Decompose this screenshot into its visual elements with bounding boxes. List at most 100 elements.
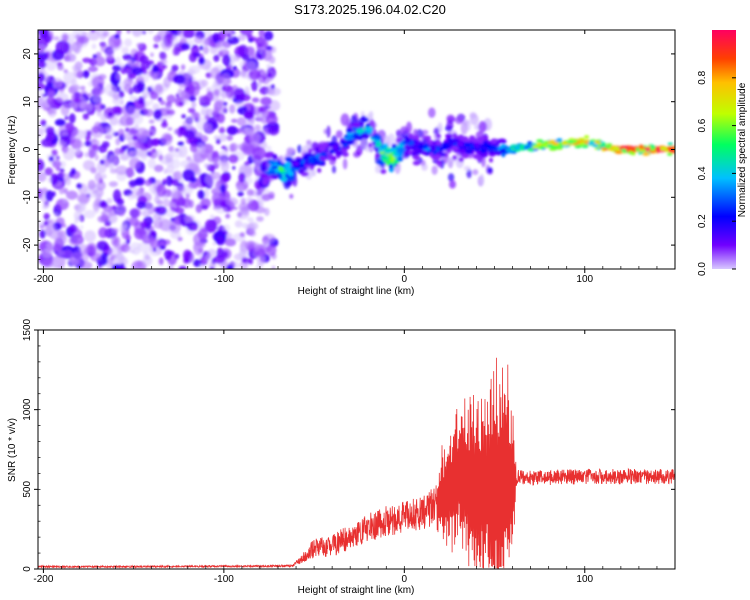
- spectrogram-noise-blob: [161, 121, 168, 128]
- spectrogram-noise-blob: [153, 43, 159, 49]
- spectrogram-ridge-blob: [599, 144, 606, 148]
- spectrogram-noise-blob: [115, 252, 125, 265]
- spectrogram-ridge-blob: [393, 152, 399, 158]
- spectrogram-ridge-blob: [473, 154, 478, 160]
- spectrogram-noise-blob: [199, 45, 204, 51]
- spectrogram-noise-blob: [195, 132, 203, 139]
- spectrogram-spread-blob: [388, 133, 395, 146]
- spectrogram-noise-blob: [127, 150, 140, 159]
- spectrogram-ridge-blob: [328, 154, 334, 160]
- spectrogram-noise-blob: [180, 43, 191, 51]
- spectrogram-noise-blob: [38, 158, 45, 172]
- spectrogram-ridge-blob: [460, 136, 469, 141]
- spectrogram-ridge-blob: [638, 146, 645, 150]
- spectrogram-noise-blob: [205, 108, 214, 117]
- spectrogram-ridge-blob: [302, 155, 308, 161]
- spectrogram-noise-blob: [44, 247, 55, 254]
- spectrogram-noise-blob: [147, 30, 154, 34]
- spectrogram-noise-blob: [93, 205, 100, 214]
- spectrogram-noise-blob: [242, 54, 250, 61]
- spectrogram-noise-blob: [218, 134, 228, 142]
- spectrogram-noise-blob: [63, 138, 67, 143]
- spectrogram-noise-blob: [104, 220, 112, 227]
- spectrogram-noise-blob: [248, 69, 261, 81]
- spectrogram-noise-blob: [172, 47, 178, 56]
- spectrogram-noise-blob: [180, 92, 190, 101]
- spectrogram-ridge-blob: [435, 140, 442, 146]
- spectrogram-noise-blob: [140, 152, 148, 161]
- spectrogram-noise-blob: [55, 40, 70, 55]
- x-tick-label: -100: [214, 574, 234, 585]
- spectrogram-noise-blob: [135, 140, 144, 149]
- spectrogram-noise-blob: [223, 230, 228, 235]
- spectrogram-noise-blob: [208, 261, 217, 269]
- spectrogram-noise-blob: [42, 259, 53, 269]
- spectrogram-spread-blob: [335, 130, 343, 139]
- spectrogram-ridge-blob: [285, 166, 292, 172]
- spectrogram-spread-blob: [428, 107, 436, 118]
- spectrogram-noise-blob: [255, 169, 262, 177]
- spectrogram-noise-blob: [38, 51, 48, 62]
- spectrogram-noise-blob: [164, 208, 175, 218]
- spectrogram-noise-blob: [38, 45, 47, 54]
- spectrogram-noise-blob: [162, 178, 168, 184]
- spectrogram-ridge-blob: [644, 147, 651, 151]
- spectrogram-noise-blob: [191, 44, 200, 56]
- spectrogram-noise-blob: [139, 55, 149, 64]
- spectrogram-ridge-blob: [360, 115, 366, 121]
- spectrogram-noise-blob: [221, 84, 232, 92]
- spectrogram-noise-blob: [86, 242, 97, 255]
- spectrogram-noise-blob: [63, 173, 70, 182]
- spectrogram-ridge-blob: [667, 152, 673, 156]
- spectrogram-noise-blob: [38, 188, 43, 199]
- spectrogram-noise-blob: [100, 113, 108, 122]
- spectrogram-noise-blob: [71, 64, 80, 71]
- spectrogram-noise-blob: [160, 59, 168, 65]
- spectrogram-noise-blob: [161, 132, 173, 146]
- spectrogram-spread-blob: [447, 157, 454, 168]
- spectrogram-ylabel: Frequency (Hz): [7, 116, 18, 185]
- spectrogram-noise-blob: [239, 232, 245, 238]
- spectrogram-noise-blob: [166, 109, 175, 116]
- spectrogram-spread-blob: [433, 127, 440, 136]
- spectrogram-noise-blob: [209, 45, 218, 55]
- spectrogram-spread-blob: [449, 180, 456, 189]
- spectrogram-ridge-blob: [271, 154, 278, 159]
- spectrogram-noise-blob: [77, 202, 87, 212]
- spectrogram-spread-blob: [447, 173, 455, 182]
- spectrogram-noise-blob: [223, 224, 231, 232]
- spectrogram-noise-blob: [92, 94, 102, 103]
- spectrogram-noise-blob: [99, 159, 105, 165]
- spectrogram-ridge-blob: [450, 146, 459, 151]
- spectrogram-noise-blob: [220, 73, 231, 86]
- spectrogram-noise-blob: [127, 193, 135, 201]
- spectrogram-noise-blob: [127, 59, 135, 67]
- spectrogram-noise-blob: [83, 209, 96, 219]
- spectrogram-noise-blob: [58, 66, 65, 71]
- spectrogram-noise-blob: [248, 132, 255, 143]
- spectrogram-noise-blob: [159, 100, 166, 106]
- spectrogram-noise-blob: [266, 243, 277, 257]
- spectrogram-noise-blob: [115, 137, 121, 146]
- spectrogram-noise-blob: [181, 114, 187, 119]
- spectrogram-ridge-blob: [307, 148, 313, 154]
- spectrogram-noise-blob: [153, 65, 159, 73]
- spectrogram-noise-blob: [46, 139, 52, 146]
- spectrogram-ridge-blob: [380, 169, 387, 174]
- spectrogram-noise-blob: [237, 34, 246, 41]
- spectrogram-noise-blob: [72, 44, 83, 53]
- spectrogram-noise-blob: [126, 105, 136, 115]
- spectrogram-ridge-blob: [404, 149, 409, 155]
- spectrogram-noise-blob: [247, 221, 259, 231]
- spectrogram-ridge-blob: [382, 143, 389, 149]
- spectrogram-noise-blob: [229, 142, 238, 152]
- spectrogram-noise-blob: [246, 189, 254, 196]
- spectrogram-noise-blob: [129, 249, 135, 254]
- spectrogram-noise-blob: [50, 173, 59, 185]
- spectrogram-noise-blob: [63, 71, 77, 85]
- spectrogram-ridge-blob: [287, 171, 294, 177]
- spectrogram-noise-blob: [270, 84, 275, 90]
- spectrogram-noise-blob: [38, 60, 47, 69]
- spectrogram-noise-blob: [165, 152, 174, 163]
- spectrogram-spread-blob: [395, 129, 402, 138]
